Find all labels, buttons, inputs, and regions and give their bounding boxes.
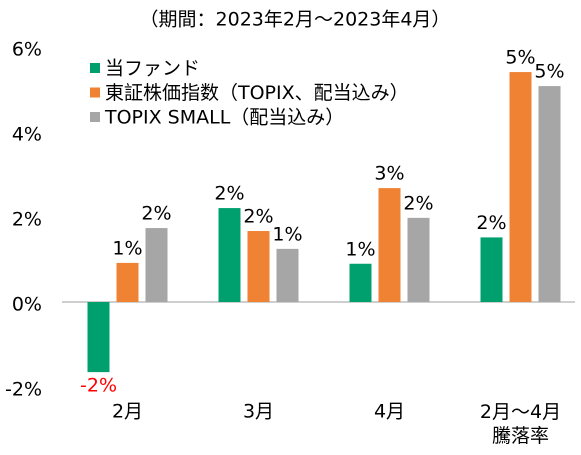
y-tick-label: 6% [12,39,42,61]
value-label: 2% [214,183,244,205]
bar [349,263,372,302]
bar [480,237,503,302]
bar [538,86,561,302]
y-tick-label: 2% [12,209,42,231]
x-tick-label: 3月 [243,401,274,423]
legend-label: 東証株価指数（TOPIX、配当込み） [105,82,409,104]
x-tick-label: 2月 [112,401,143,423]
x-tick-label: 2月～4月騰落率 [480,401,561,447]
value-label: 3% [374,163,404,185]
value-label: -2% [80,375,117,397]
bar [247,231,270,302]
value-label: 2% [141,203,171,225]
value-label: 1% [345,238,375,260]
bar [378,188,401,302]
value-label: 1% [112,237,142,259]
bar [87,302,110,373]
value-label: 5% [505,47,535,69]
y-tick-label: 0% [12,294,42,316]
value-label: 2% [403,192,433,214]
legend-label: TOPIX SMALL（配当込み） [104,107,344,129]
y-tick-label: -2% [5,379,42,401]
y-tick-label: 4% [12,124,42,146]
bar [145,228,168,302]
chart-title: （期間：2023年2月～2023年4月） [140,9,451,31]
legend-swatch [90,87,100,98]
legend-swatch [90,112,100,122]
legend-swatch [90,63,100,73]
bar [218,208,241,302]
bar [116,262,139,302]
value-label: 2% [243,206,273,228]
value-label: 5% [534,61,564,83]
x-tick-label: 4月 [374,401,405,423]
value-label: 1% [272,223,302,245]
legend-label: 当ファンド [105,58,200,80]
bar [509,72,532,302]
value-label: 2% [476,212,506,234]
bar [276,248,299,302]
bar [407,217,430,302]
